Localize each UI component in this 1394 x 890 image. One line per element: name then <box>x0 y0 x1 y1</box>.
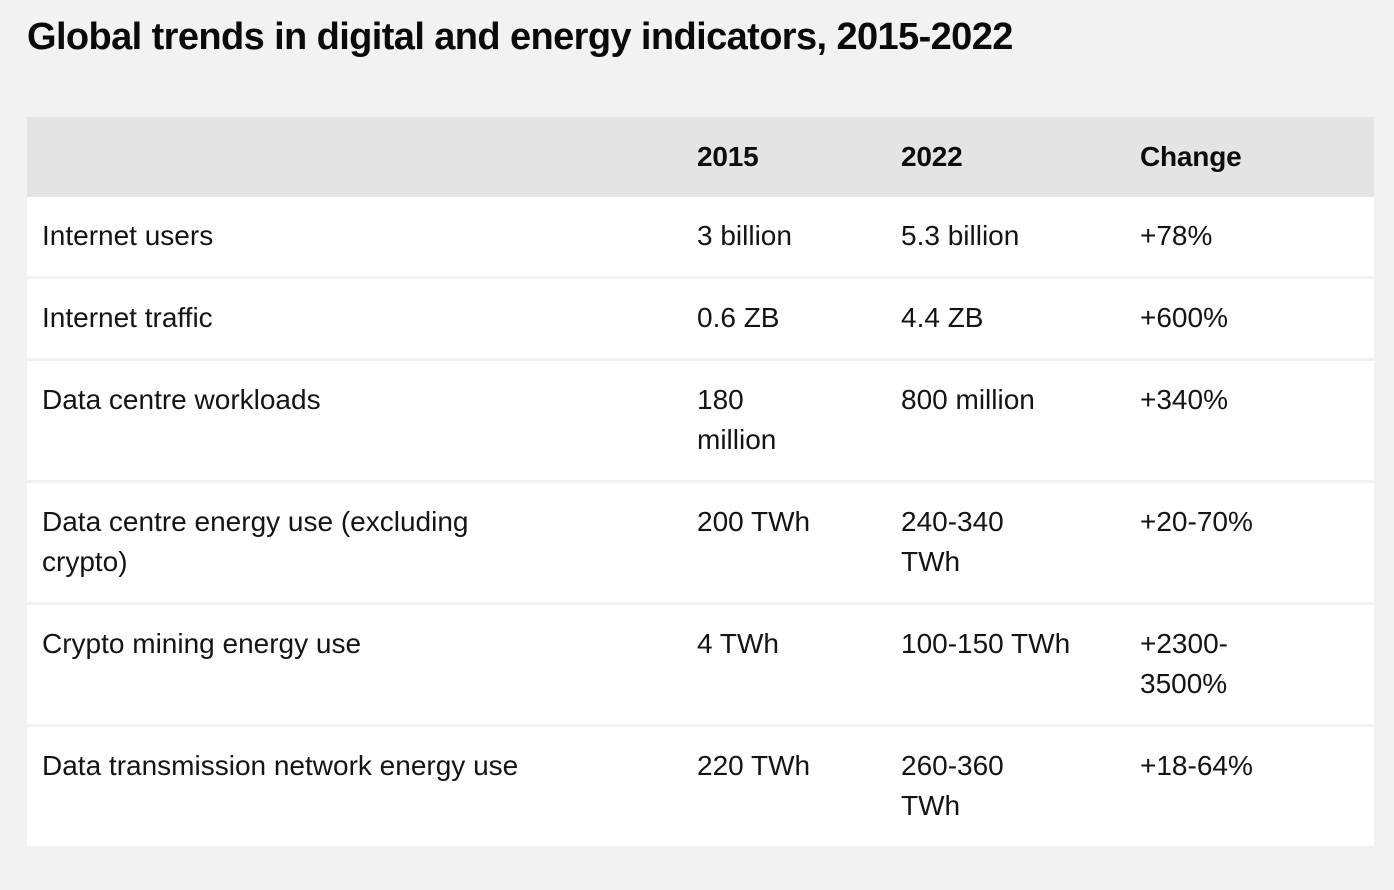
table-row: Data centre workloads 180 million 800 mi… <box>27 358 1374 482</box>
value-2022-cell: 5.3 billion <box>886 197 1125 278</box>
table-body: Internet users 3 billion 5.3 billion +78… <box>27 197 1374 846</box>
indicator-cell: Crypto mining energy use <box>27 602 682 726</box>
value-2022-cell: 240-340 TWh <box>886 480 1125 604</box>
value-2015-cell: 3 billion <box>682 197 886 278</box>
value-2015-cell: 200 TWh <box>682 480 886 604</box>
value-2022-cell: 800 million <box>886 358 1125 482</box>
header-change: Change <box>1125 117 1374 197</box>
page: Global trends in digital and energy indi… <box>0 14 1394 846</box>
table-header-row: 2015 2022 Change <box>27 117 1374 197</box>
indicators-table: 2015 2022 Change Internet users 3 billio… <box>27 117 1374 846</box>
table-row: Data centre energy use (excluding crypto… <box>27 480 1374 604</box>
indicator-cell: Internet users <box>27 197 682 278</box>
indicator-cell: Data transmission network energy use <box>27 724 682 846</box>
value-2022-cell: 4.4 ZB <box>886 276 1125 360</box>
header-indicator <box>27 117 682 197</box>
change-cell: +78% <box>1125 197 1374 278</box>
change-cell: +600% <box>1125 276 1374 360</box>
header-2015: 2015 <box>682 117 886 197</box>
indicator-cell: Data centre workloads <box>27 358 682 482</box>
value-2015-cell: 180 million <box>682 358 886 482</box>
table-row: Internet users 3 billion 5.3 billion +78… <box>27 197 1374 278</box>
change-cell: +20-70% <box>1125 480 1374 604</box>
header-2022: 2022 <box>886 117 1125 197</box>
page-title: Global trends in digital and energy indi… <box>27 16 1013 58</box>
table-row: Internet traffic 0.6 ZB 4.4 ZB +600% <box>27 276 1374 360</box>
value-2022-cell: 100-150 TWh <box>886 602 1125 726</box>
change-cell: +2300- 3500% <box>1125 602 1374 726</box>
table-row: Data transmission network energy use 220… <box>27 724 1374 846</box>
change-cell: +18-64% <box>1125 724 1374 846</box>
value-2015-cell: 0.6 ZB <box>682 276 886 360</box>
table-header: 2015 2022 Change <box>27 117 1374 197</box>
value-2015-cell: 4 TWh <box>682 602 886 726</box>
value-2015-cell: 220 TWh <box>682 724 886 846</box>
table-row: Crypto mining energy use 4 TWh 100-150 T… <box>27 602 1374 726</box>
indicator-cell: Internet traffic <box>27 276 682 360</box>
value-2022-cell: 260-360 TWh <box>886 724 1125 846</box>
change-cell: +340% <box>1125 358 1374 482</box>
indicator-cell: Data centre energy use (excluding crypto… <box>27 480 682 604</box>
